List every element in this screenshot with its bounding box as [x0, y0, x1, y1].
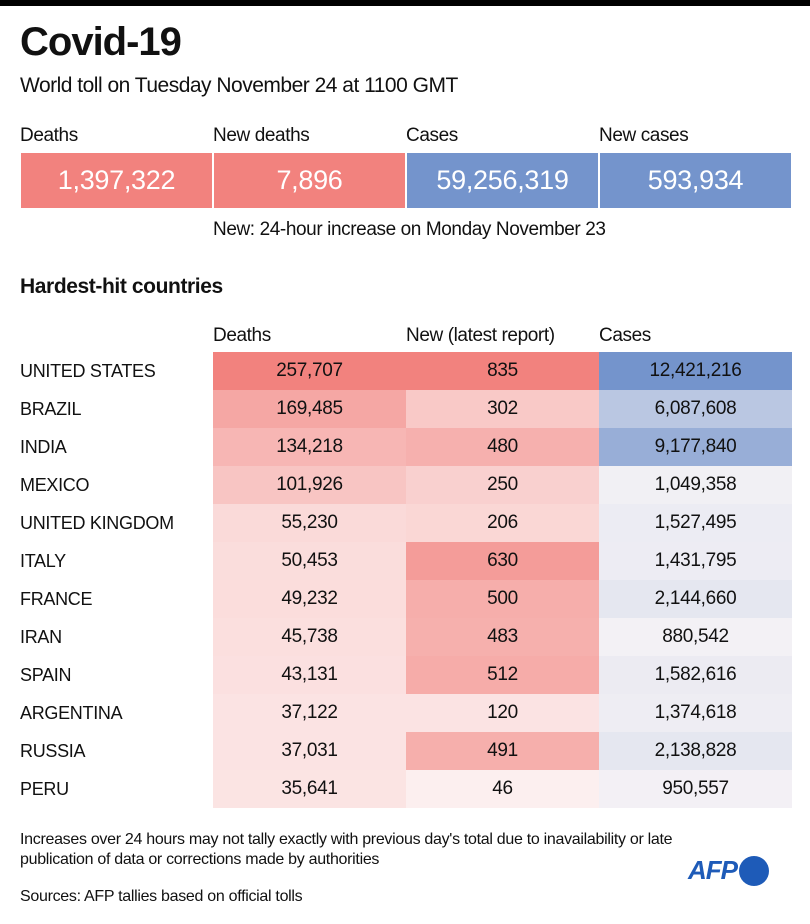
source-note: Sources: AFP tallies based on official t…: [20, 888, 303, 905]
kpi-label-cases: Cases: [406, 125, 458, 146]
row-label-country: INDIA: [20, 437, 67, 457]
cell-deaths: 45,738: [213, 618, 406, 656]
cell-cases: 1,374,618: [599, 694, 792, 732]
cell-new: 491: [406, 732, 599, 770]
column-header-new: New (latest report): [406, 325, 555, 346]
cell-cases: 880,542: [599, 618, 792, 656]
cell-deaths: 49,232: [213, 580, 406, 618]
afp-logo: AFP: [688, 855, 769, 886]
row-label-country: PERU: [20, 779, 69, 799]
cell-new: 206: [406, 504, 599, 542]
cell-new: 250: [406, 466, 599, 504]
cell-deaths: 35,641: [213, 770, 406, 808]
kpi-value-new-deaths: 7,896: [214, 153, 405, 208]
row-label-country: IRAN: [20, 627, 62, 647]
cell-deaths: 101,926: [213, 466, 406, 504]
cell-cases: 2,138,828: [599, 732, 792, 770]
row-label-country: ITALY: [20, 551, 66, 571]
row-label-country: SPAIN: [20, 665, 72, 685]
kpi-label-new-deaths: New deaths: [213, 125, 310, 146]
row-label-country: MEXICO: [20, 475, 90, 495]
afp-logo-dot-icon: [739, 855, 769, 886]
row-label-country: FRANCE: [20, 589, 93, 609]
afp-logo-text: AFP: [688, 855, 738, 885]
cell-cases: 2,144,660: [599, 580, 792, 618]
cell-cases: 1,431,795: [599, 542, 792, 580]
cell-new: 835: [406, 352, 599, 390]
cell-new: 483: [406, 618, 599, 656]
cell-cases: 1,049,358: [599, 466, 792, 504]
row-label-country: UNITED STATES: [20, 361, 156, 381]
page-subtitle: World toll on Tuesday November 24 at 110…: [20, 74, 458, 97]
cell-new: 512: [406, 656, 599, 694]
kpi-label-new-cases: New cases: [599, 125, 689, 146]
page-title: Covid-19: [20, 20, 182, 64]
footnote: Increases over 24 hours may not tally ex…: [20, 831, 673, 868]
column-header-deaths: Deaths: [213, 325, 271, 346]
cell-new: 500: [406, 580, 599, 618]
kpi-value-new-cases: 593,934: [600, 153, 791, 208]
cell-deaths: 257,707: [213, 352, 406, 390]
cell-deaths: 43,131: [213, 656, 406, 694]
cell-cases: 1,527,495: [599, 504, 792, 542]
top-bar: [0, 0, 810, 6]
kpi-label-deaths: Deaths: [20, 125, 78, 146]
kpi-value-deaths: 1,397,322: [21, 153, 212, 208]
cell-deaths: 134,218: [213, 428, 406, 466]
cell-cases: 6,087,608: [599, 390, 792, 428]
cell-cases: 9,177,840: [599, 428, 792, 466]
cell-new: 302: [406, 390, 599, 428]
cell-new: 46: [406, 770, 599, 808]
cell-deaths: 55,230: [213, 504, 406, 542]
kpi-value-cases: 59,256,319: [407, 153, 598, 208]
cell-new: 630: [406, 542, 599, 580]
cell-cases: 1,582,616: [599, 656, 792, 694]
cell-deaths: 169,485: [213, 390, 406, 428]
cell-cases: 950,557: [599, 770, 792, 808]
cell-deaths: 50,453: [213, 542, 406, 580]
row-label-country: ARGENTINA: [20, 703, 123, 723]
row-label-country: RUSSIA: [20, 741, 86, 761]
cell-deaths: 37,031: [213, 732, 406, 770]
table-title: Hardest-hit countries: [20, 275, 223, 298]
cell-new: 120: [406, 694, 599, 732]
cell-deaths: 37,122: [213, 694, 406, 732]
kpi-note: New: 24-hour increase on Monday November…: [213, 219, 606, 240]
cell-cases: 12,421,216: [599, 352, 792, 390]
cell-new: 480: [406, 428, 599, 466]
column-header-cases: Cases: [599, 325, 651, 346]
row-label-country: BRAZIL: [20, 399, 82, 419]
row-label-country: UNITED KINGDOM: [20, 513, 174, 533]
